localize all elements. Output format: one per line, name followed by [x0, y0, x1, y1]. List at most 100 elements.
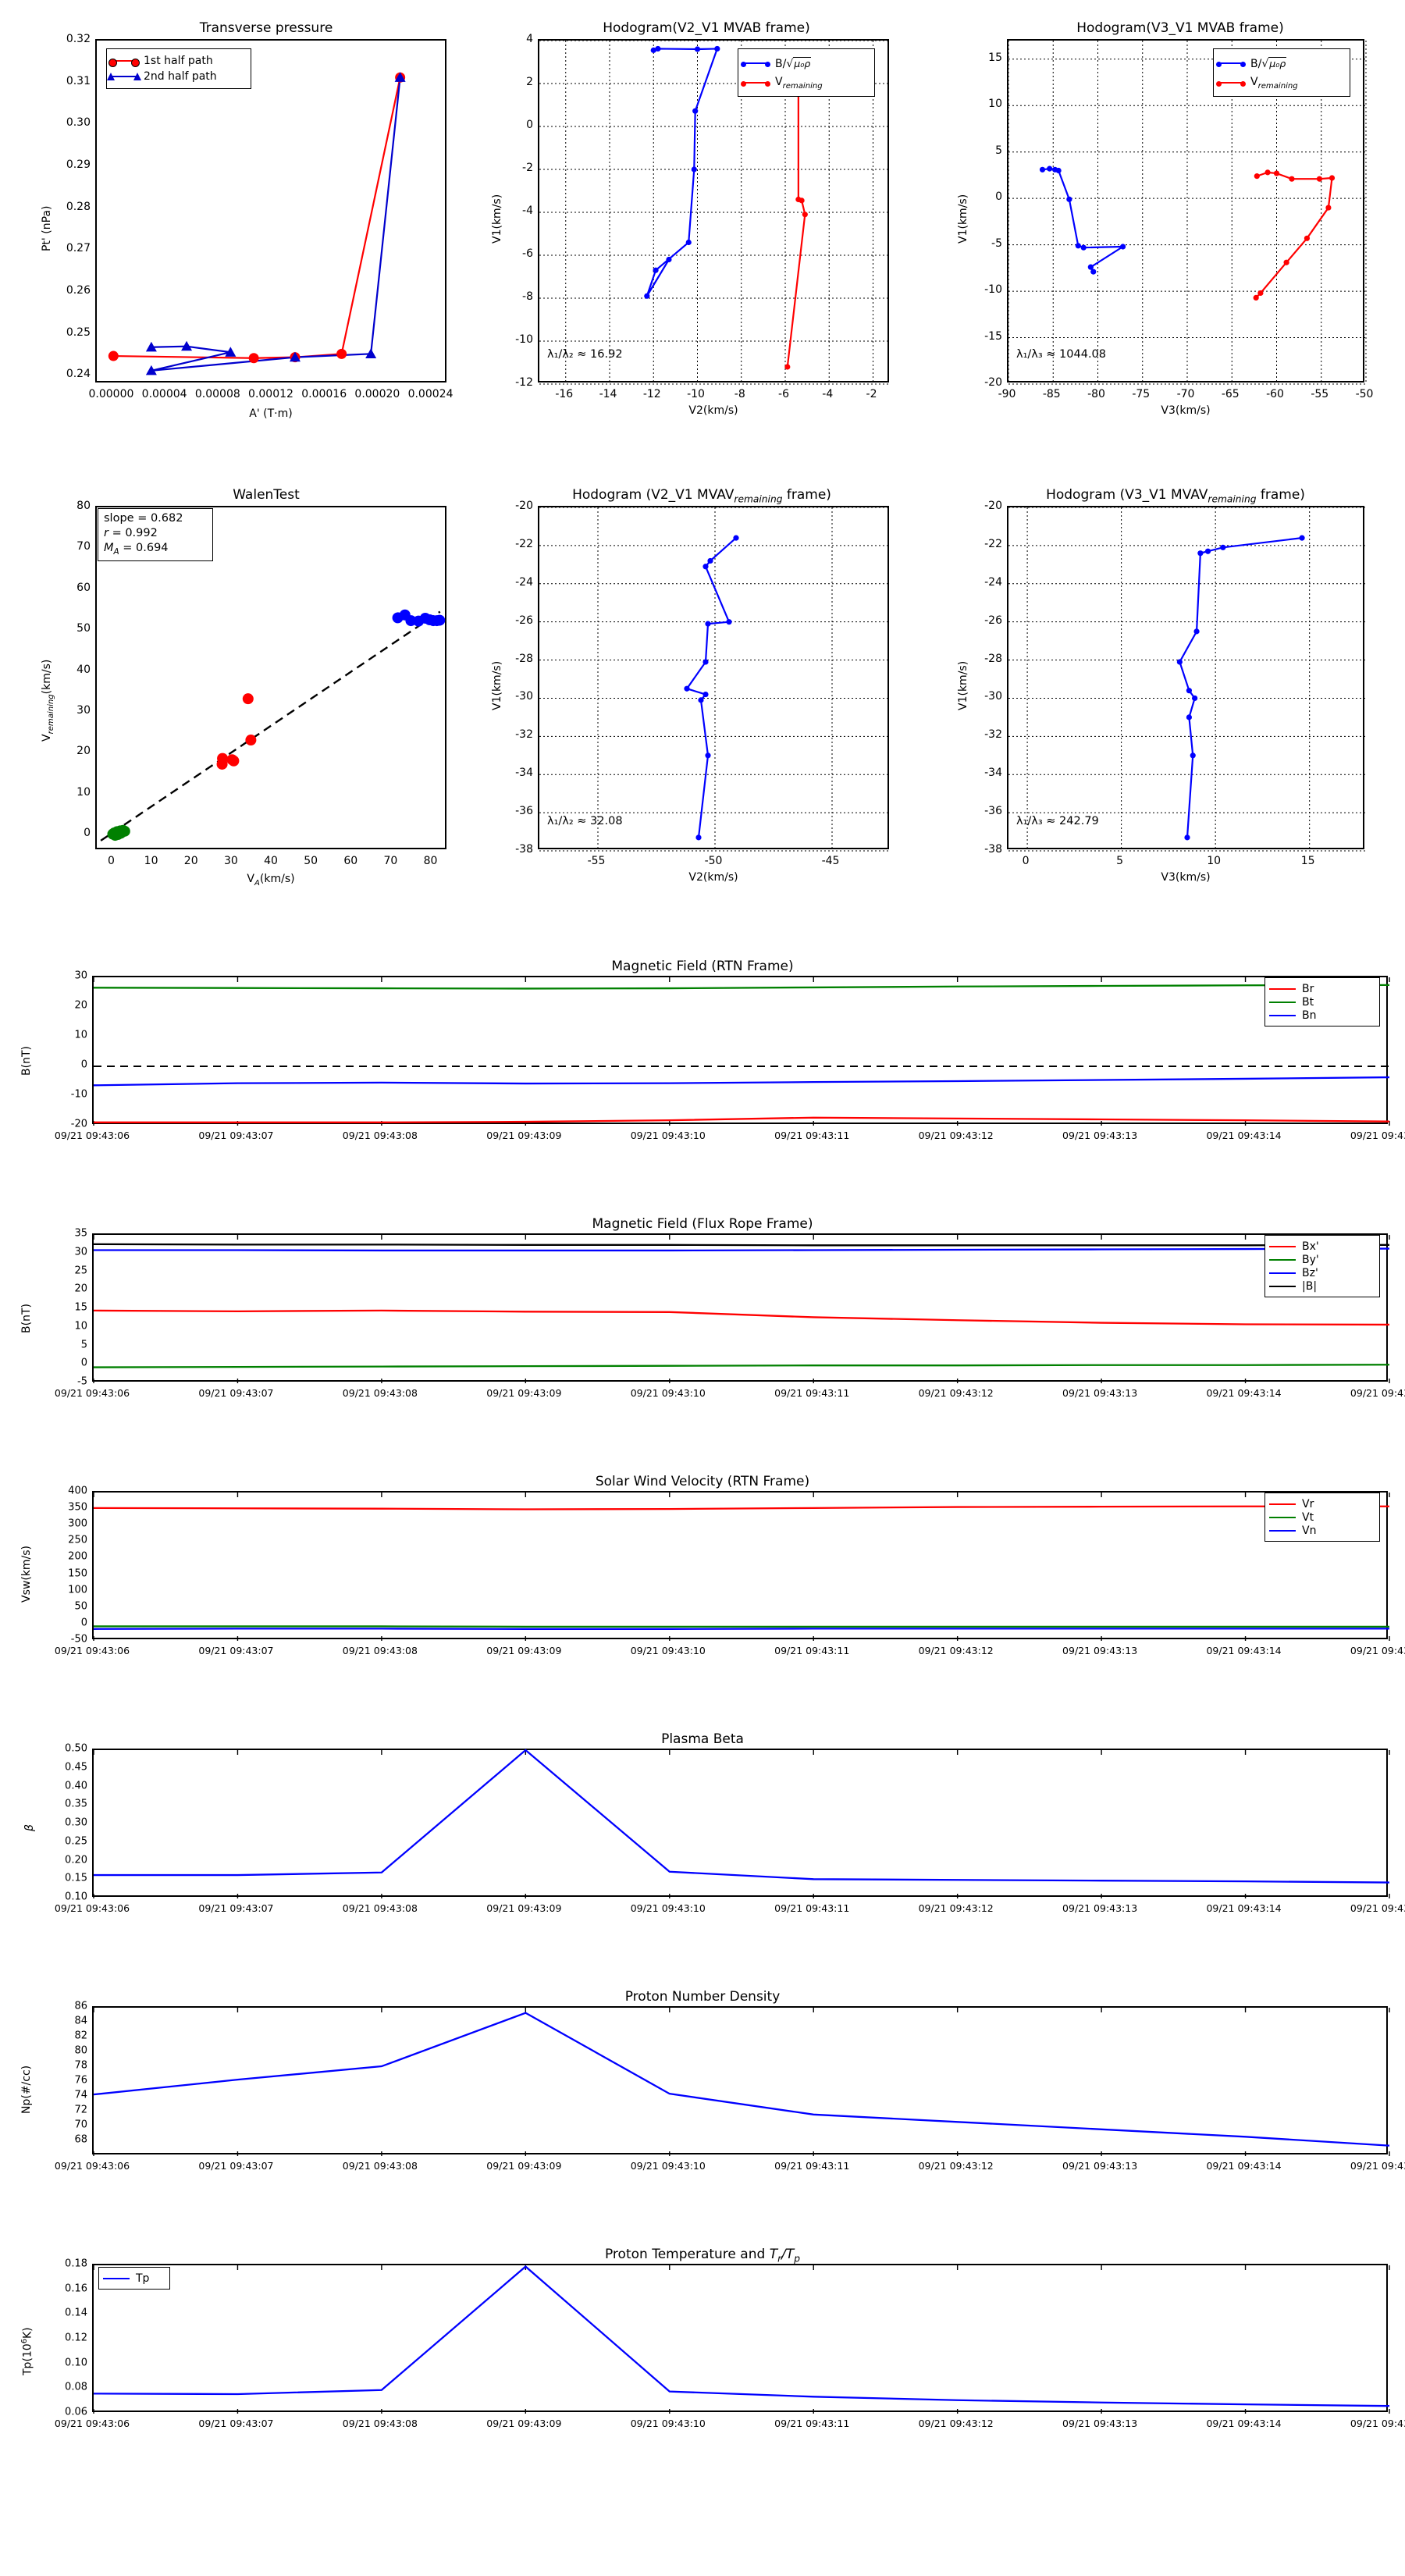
y-tick-label: 4 [526, 33, 533, 45]
x-tick-label: 20 [183, 855, 198, 867]
eigenvalue-ratio-annotation: λ₁/λ₃ ≈ 242.79 [1016, 815, 1099, 827]
legend-item: Bn [1269, 1009, 1374, 1022]
data-point [1197, 550, 1204, 557]
data-point [1304, 235, 1311, 241]
marker-dot [741, 61, 746, 67]
x-tick-label: -2 [866, 388, 877, 400]
marker-dot [1240, 80, 1246, 87]
x-tick-label: 10 [1207, 855, 1222, 867]
panel-title: Magnetic Field (Flux Rope Frame) [592, 1216, 813, 1232]
x-tick-label: 09/21 09:43:06 [54, 1130, 130, 1141]
legend-line-vr [1269, 1503, 1296, 1505]
y-tick-label: 20 [76, 745, 91, 758]
data-line [93, 1076, 1390, 1087]
y-tick-label: 0 [526, 119, 533, 131]
y-tick-label: -20 [984, 376, 1002, 389]
y-tick-label: 0.20 [65, 1854, 87, 1866]
y-axis-label: B(nT) [20, 1304, 33, 1333]
y-tick-label: -50 [70, 1633, 87, 1646]
x-tick-label: 09/21 09:43:10 [630, 1130, 706, 1141]
x-tick-label: 0.00024 [407, 388, 454, 400]
y-axis-label: V1(km/s) [491, 194, 503, 244]
plot-canvas [108, 72, 406, 375]
data-line [93, 1243, 1390, 1247]
data-point [726, 619, 732, 625]
plot-canvas [93, 1493, 1390, 1641]
y-tick-label: -5 [77, 1375, 87, 1388]
y-tick-label: 78 [74, 2059, 87, 2072]
data-point [1220, 544, 1226, 550]
plot-canvas [1008, 507, 1366, 852]
panel-hodogram-v3v1-mvab: Hodogram(V3_V1 MVAB frame) V1(km/s) V3(k… [946, 17, 1383, 417]
y-tick-label: 0.15 [65, 1872, 87, 1884]
x-tick-label: 50 [304, 855, 318, 867]
legend-item: B/√μ₀ρ [741, 53, 869, 73]
y-tick-label: 0.35 [65, 1798, 87, 1810]
x-tick-label: 09/21 09:43:06 [54, 2160, 130, 2172]
marker-dot [765, 61, 770, 67]
y-tick-label: 40 [76, 663, 91, 676]
y-tick-label: -20 [515, 500, 533, 512]
x-tick-label: -75 [1132, 388, 1151, 400]
plot-area [92, 2264, 1390, 2414]
legend-item: |B| [1269, 1279, 1374, 1293]
data-point [1055, 167, 1062, 174]
legend-item: Tp [103, 2272, 164, 2285]
x-tick-label: 09/21 09:43:11 [774, 2160, 850, 2172]
x-tick-label: 15 [1300, 855, 1315, 867]
x-tick-label: 09/21 09:43:11 [774, 1387, 850, 1399]
x-tick-label: 09/21 09:43:08 [342, 2418, 418, 2429]
x-tick-label: 0 [1022, 855, 1030, 867]
y-tick-label: 80 [74, 2044, 87, 2057]
plot-canvas [93, 2008, 1390, 2156]
data-line [93, 1309, 1390, 1326]
legend: 1st half path 2nd half path [106, 48, 251, 89]
legend-item: Vremaining [741, 73, 869, 92]
data-line [1042, 167, 1126, 272]
y-tick-label: 70 [74, 2119, 87, 2131]
x-tick-label: 09/21 09:43:14 [1206, 1387, 1282, 1399]
y-tick-label: 0.16 [65, 2282, 87, 2295]
x-tick-label: 0.00000 [88, 388, 134, 400]
data-point [707, 557, 713, 564]
data-point [181, 340, 193, 351]
data-point [1184, 834, 1190, 841]
data-point [1299, 535, 1305, 541]
x-axis-label: V2(km/s) [688, 404, 738, 417]
legend-line-bt [1269, 1001, 1296, 1003]
x-tick-label: 5 [1116, 855, 1124, 867]
y-axis-label: Np(#/cc) [20, 2065, 33, 2114]
x-tick-label: 09/21 09:43:10 [630, 2418, 706, 2429]
x-tick-label: 70 [383, 855, 398, 867]
legend-label: By' [1302, 1253, 1319, 1266]
x-tick-label: 09/21 09:43:15 [1350, 1387, 1405, 1399]
y-tick-label: -10 [70, 1088, 87, 1101]
y-tick-label: 74 [74, 2089, 87, 2101]
eigenvalue-ratio-annotation: λ₁/λ₂ ≈ 16.92 [547, 348, 623, 361]
y-tick-label: 150 [68, 1567, 87, 1580]
plot-area [1007, 506, 1366, 852]
panel-proton-number-density: Proton Number Density Np(#/cc) 68 70 72 74 7… [0, 1989, 1405, 2192]
x-tick-label: 0.00016 [301, 388, 347, 400]
y-tick-label: 0.31 [66, 74, 91, 87]
legend-line-bmag [1269, 1285, 1296, 1287]
data-point [644, 293, 650, 299]
data-point [1273, 170, 1280, 176]
panel-hodogram-v2v1-mvab: Hodogram(V2_V1 MVAB frame) V1(km/s) V2(k… [480, 17, 902, 417]
y-tick-label: 200 [68, 1550, 87, 1563]
y-tick-label: 0.28 [66, 200, 91, 213]
y-tick-label: 30 [76, 703, 91, 717]
data-point [1186, 688, 1193, 694]
y-tick-label: 0.06 [65, 2406, 87, 2418]
y-tick-label: 15 [988, 51, 1002, 64]
x-axis-label: VA(km/s) [247, 873, 295, 888]
y-tick-label: 0.14 [65, 2307, 87, 2319]
x-tick-label: -80 [1087, 388, 1105, 400]
data-point [1316, 176, 1323, 182]
y-tick-label: 0 [80, 1617, 87, 1629]
data-point [1186, 714, 1193, 720]
data-line [93, 1505, 1389, 1510]
y-tick-label: 100 [68, 1584, 87, 1596]
data-point [1039, 166, 1046, 173]
panel-title: Magnetic Field (RTN Frame) [611, 959, 794, 974]
